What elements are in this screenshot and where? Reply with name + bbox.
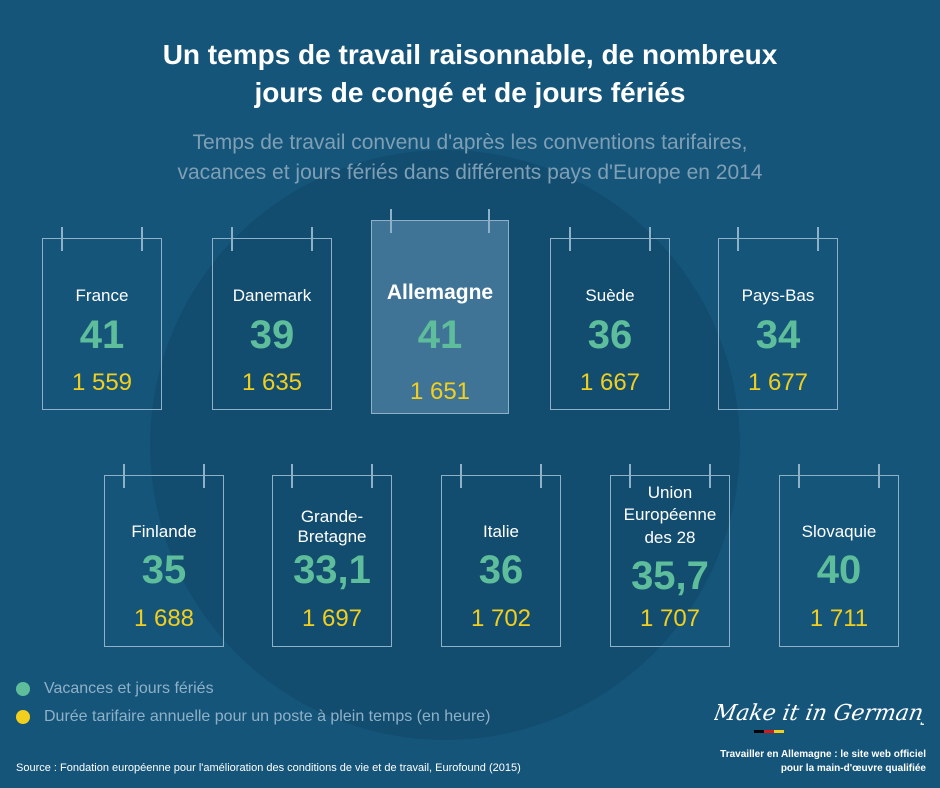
hours-value: 1 707 — [639, 605, 701, 632]
calendar-card-pays-bas: Pays-Bas 34 1 677 — [718, 227, 838, 410]
holidays-value: 41 — [417, 313, 463, 357]
country-name: Suède — [585, 286, 635, 305]
country-name: Slovaquie — [801, 522, 877, 541]
calendar-ring — [231, 227, 233, 251]
country-name-line-1: Grande- — [300, 507, 364, 526]
hours-value: 1 635 — [241, 369, 303, 396]
calendar-ring — [460, 464, 462, 488]
holidays-value: 39 — [249, 313, 295, 357]
source-note: Source : Fondation européenne pour l'amé… — [16, 762, 521, 774]
title-line-2: jours de congé et de jours fériés — [254, 77, 686, 108]
calendar-ring — [709, 464, 711, 488]
hours-value: 1 702 — [470, 605, 532, 632]
page-title: Un temps de travail raisonnable, de nomb… — [0, 36, 940, 112]
subtitle-line-2: vacances et jours fériés dans différents… — [177, 161, 763, 184]
calendar-ring — [291, 464, 293, 488]
calendar-ring — [569, 227, 571, 251]
calendar-card-allemagne: Allemagne 41 1 651 — [371, 209, 509, 414]
hours-value: 1 697 — [301, 605, 363, 632]
holidays-value: 35,7 — [631, 554, 709, 598]
country-name: Italie — [483, 522, 519, 541]
calendar-ring — [649, 227, 651, 251]
calendar-ring — [141, 227, 143, 251]
hours-value: 1 677 — [747, 369, 809, 396]
make-it-in-germany-logo: Make it in Germany — [714, 700, 924, 733]
hours-value: 1 711 — [809, 605, 869, 632]
calendar-card-danemark: Danemark 39 1 635 — [212, 227, 332, 410]
calendar-ring — [878, 464, 880, 488]
legend-holidays: Vacances et jours fériés — [16, 680, 214, 698]
calendar-ring — [123, 464, 125, 488]
hours-value: 1 667 — [579, 369, 641, 396]
holidays-value: 36 — [478, 548, 524, 592]
calendar-ring — [817, 227, 819, 251]
country-name: Allemagne — [386, 281, 494, 304]
logo-caption-line-1: Travailler en Allemagne : le site web of… — [720, 749, 926, 760]
calendar-card-slovaquie: Slovaquie 40 1 711 — [779, 464, 899, 647]
calendar-ring — [61, 227, 63, 251]
calendar-ring — [798, 464, 800, 488]
holidays-value: 33,1 — [293, 548, 371, 592]
title-line-1: Un temps de travail raisonnable, de nomb… — [162, 39, 778, 70]
calendar-card-finlande: Finlande 35 1 688 — [104, 464, 224, 647]
calendar-card-suede: Suède 36 1 667 — [550, 227, 670, 410]
holidays-value: 35 — [141, 548, 187, 592]
calendar-card-france: France 41 1 559 — [42, 227, 162, 410]
calendar-card-union-europeenne: Union Européenne des 28 35,7 1 707 — [610, 464, 730, 647]
calendar-card-grande-bretagne: Grande- Bretagne 33,1 1 697 — [272, 464, 392, 647]
country-name-line-1: Union — [647, 483, 693, 502]
calendar-ring — [390, 209, 392, 233]
calendar-ring — [371, 464, 373, 488]
logo-wordmark: Make it in Germany — [714, 700, 924, 726]
calendar-ring — [311, 227, 313, 251]
holidays-value: 34 — [755, 313, 801, 357]
legend-holidays-label: Vacances et jours fériés — [44, 680, 214, 697]
holidays-value: 40 — [816, 548, 862, 592]
country-name-line-2: Bretagne — [297, 527, 367, 546]
legend-hours-label: Durée tarifaire annuelle pour un poste à… — [44, 708, 491, 725]
page-subtitle: Temps de travail convenu d'après les con… — [0, 128, 940, 188]
country-name-line-2: Européenne — [623, 505, 717, 524]
logo-caption: Travailler en Allemagne : le site web of… — [720, 748, 926, 776]
calendar-card-italie: Italie 36 1 702 — [441, 464, 561, 647]
holidays-value: 41 — [79, 313, 125, 357]
calendar-ring — [203, 464, 205, 488]
legend-hours: Durée tarifaire annuelle pour un poste à… — [16, 708, 491, 726]
hours-value: 1 688 — [133, 605, 195, 632]
country-name: Finlande — [131, 522, 197, 541]
holidays-value: 36 — [587, 313, 633, 357]
country-name: Danemark — [232, 286, 312, 305]
country-name: Pays-Bas — [741, 286, 815, 305]
legend-holidays-dot — [16, 682, 30, 696]
calendar-ring — [737, 227, 739, 251]
country-name: France — [75, 286, 129, 305]
hours-value: 1 651 — [409, 378, 471, 405]
calendar-ring — [629, 464, 631, 488]
country-name-line-3: des 28 — [644, 528, 696, 547]
logo-caption-line-2: pour la main-d'œuvre qualifiée — [780, 763, 926, 774]
hours-value: 1 559 — [71, 369, 133, 396]
calendar-ring — [488, 209, 490, 233]
legend-hours-dot — [16, 710, 30, 724]
calendar-ring — [540, 464, 542, 488]
subtitle-line-1: Temps de travail convenu d'après les con… — [192, 131, 748, 154]
